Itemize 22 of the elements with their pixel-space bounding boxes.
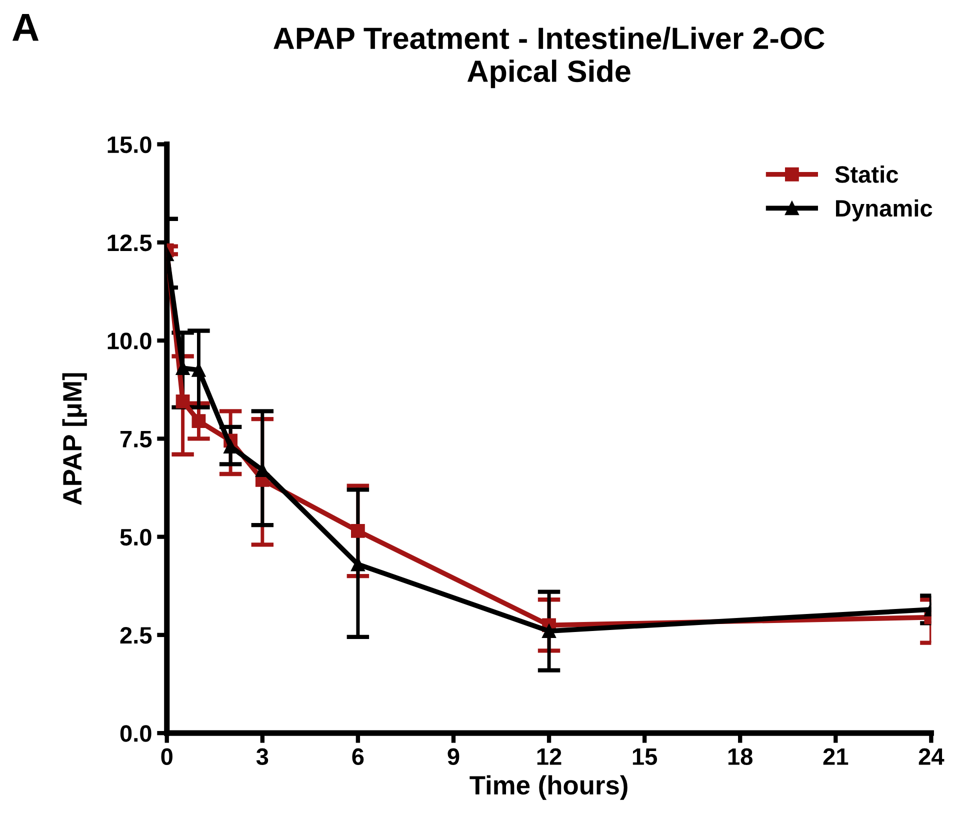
x-tick-label: 21 [823,748,848,765]
x-tick-label: 9 [448,748,460,766]
x-tick-label: 12 [537,748,562,765]
y-tick-label: 5.0 [120,528,152,546]
x-tick-label: 6 [352,748,364,766]
legend-label: Dynamic [836,199,932,222]
y-tick-label: 0.0 [120,725,152,742]
x-tick-label: 24 [918,748,944,765]
y-tick-label: 10.0 [108,332,152,350]
y-tick-label: 15.0 [108,136,152,154]
y-axis-title: APAP [μM] [62,373,87,505]
x-tick-label: 3 [256,748,268,766]
legend-label: Static [835,166,898,183]
text: A [12,14,39,41]
x-tick-label: 15 [632,748,658,766]
x-tick-label: 0 [161,748,172,766]
y-tick-label: 12.5 [108,234,152,252]
y-tick-label: 7.5 [120,430,152,448]
chart-title: APAP Treatment - Intestine/Liver 2-OC Apical Side [274,26,824,88]
x-tick-label: 18 [728,748,753,766]
y-tick-label: 2.5 [120,627,152,644]
x-axis-title: Time (hours) [470,775,628,800]
